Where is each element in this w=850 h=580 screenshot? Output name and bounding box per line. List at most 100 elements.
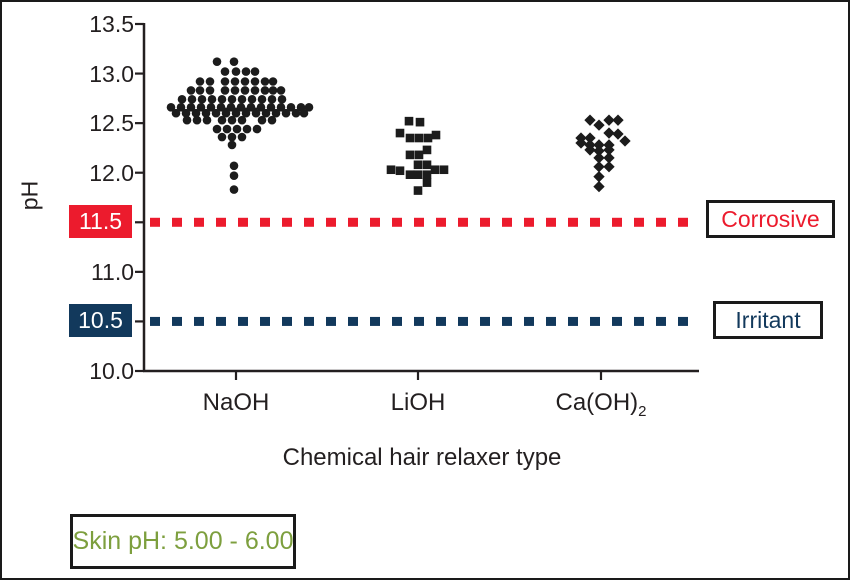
naoh-data-point — [250, 67, 260, 76]
irritant-threshold-dash — [480, 316, 490, 326]
irritant-label: Irritant — [735, 306, 801, 333]
naoh-data-point — [206, 102, 216, 112]
x-category-label: NaOH — [202, 389, 270, 416]
irritant-threshold-dash — [590, 316, 600, 326]
corrosive-threshold-dash — [260, 217, 270, 227]
irritant-threshold-dash — [502, 316, 512, 326]
irritant-threshold-dash — [370, 316, 380, 326]
naoh-data-point — [261, 108, 271, 118]
irritant-threshold-dash — [546, 316, 556, 326]
naoh-data-point — [181, 108, 191, 118]
naoh-data-point — [222, 124, 232, 134]
naoh-data-point — [227, 140, 237, 150]
caoh2-data-point — [612, 114, 624, 126]
corrosive-threshold-dash — [414, 217, 424, 227]
corrosive-threshold-dash — [172, 217, 182, 227]
naoh-data-point — [201, 108, 211, 118]
naoh-data-point — [227, 132, 237, 142]
caoh2-data-point — [603, 144, 615, 156]
x-category-label: LiOH — [390, 389, 446, 416]
lioh-data-point — [405, 150, 415, 160]
naoh-data-point — [237, 95, 247, 104]
naoh-data-point — [268, 86, 278, 95]
naoh-data-point — [260, 86, 270, 95]
naoh-data-point — [299, 108, 309, 118]
naoh-data-point — [229, 185, 239, 194]
naoh-data-point — [211, 108, 221, 118]
naoh-data-point — [252, 124, 262, 134]
naoh-data-point — [171, 108, 181, 118]
naoh-data-point — [276, 86, 286, 95]
naoh-data-point — [257, 115, 267, 125]
naoh-data-point — [277, 95, 287, 104]
naoh-data-point — [221, 108, 231, 118]
naoh-data-point — [191, 108, 201, 118]
naoh-data-point — [192, 115, 202, 125]
skin-ph-annotation-box: Skin pH: 5.00 - 6.00 — [70, 514, 296, 569]
lioh-data-point — [414, 133, 424, 143]
naoh-data-point — [237, 132, 247, 142]
lioh-data-point — [422, 145, 432, 155]
irritant-threshold-dash — [348, 316, 358, 326]
irritant-threshold-dash — [194, 316, 204, 326]
naoh-data-point — [266, 102, 276, 112]
x-axis-title: Chemical hair relaxer type — [282, 444, 562, 471]
lioh-data-point — [404, 116, 414, 126]
irritant-threshold-dash — [392, 316, 402, 326]
caoh2-data-point — [593, 119, 605, 131]
naoh-data-point — [240, 86, 250, 95]
caoh2-data-point — [593, 145, 605, 157]
y-tick-label: 10.0 — [89, 358, 134, 384]
caoh2-data-point — [575, 137, 587, 149]
corrosive-threshold-dash — [216, 217, 226, 227]
corrosive-threshold-dash — [458, 217, 468, 227]
lioh-data-point — [415, 117, 425, 127]
y-tick-label: 11.0 — [90, 258, 134, 285]
irritant-threshold-dash — [678, 316, 688, 326]
y-tick-label-highlighted: 11.5 — [69, 205, 132, 239]
caoh2-data-point — [603, 127, 615, 139]
corrosive-threshold-dash — [150, 217, 160, 227]
naoh-data-point — [268, 77, 278, 86]
naoh-data-point — [241, 108, 251, 118]
naoh-data-point — [242, 124, 252, 134]
y-tick-label: 12.5 — [89, 110, 134, 137]
naoh-data-point — [212, 124, 222, 134]
naoh-data-point — [304, 102, 314, 112]
caoh2-data-point — [603, 152, 615, 164]
y-tick-label: 13.5 — [89, 11, 134, 37]
naoh-data-point — [271, 108, 281, 118]
corrosive-threshold-dash — [612, 217, 622, 227]
naoh-data-point — [240, 77, 250, 86]
lioh-data-point — [422, 160, 432, 170]
naoh-data-point — [227, 95, 237, 104]
irritant-threshold-dash — [612, 316, 622, 326]
y-tick-label: 13.0 — [89, 60, 134, 87]
corrosive-label: Corrosive — [721, 205, 820, 232]
caoh2-data-point — [593, 161, 605, 173]
naoh-data-point — [232, 124, 242, 134]
naoh-data-point — [227, 115, 237, 125]
corrosive-threshold-dash — [634, 217, 644, 227]
corrosive-threshold-dash — [392, 217, 402, 227]
irritant-threshold-dash — [260, 316, 270, 326]
naoh-data-point — [276, 102, 286, 112]
lioh-data-point — [430, 165, 440, 175]
naoh-data-point — [229, 161, 239, 171]
corrosive-threshold-dash — [326, 217, 336, 227]
irritant-threshold-dash — [216, 316, 226, 326]
caoh2-data-point — [603, 161, 615, 173]
naoh-data-point — [291, 108, 301, 118]
lioh-data-point — [422, 178, 432, 187]
irritant-threshold-dash — [414, 316, 424, 326]
naoh-data-point — [256, 102, 266, 112]
corrosive-threshold-dash — [436, 217, 446, 227]
corrosive-threshold-dash — [238, 217, 248, 227]
naoh-data-point — [166, 102, 176, 112]
naoh-data-point — [220, 67, 230, 76]
corrosive-threshold-dash — [502, 217, 512, 227]
naoh-data-point — [250, 77, 260, 86]
naoh-data-point — [202, 115, 212, 125]
lioh-data-point — [423, 133, 433, 143]
